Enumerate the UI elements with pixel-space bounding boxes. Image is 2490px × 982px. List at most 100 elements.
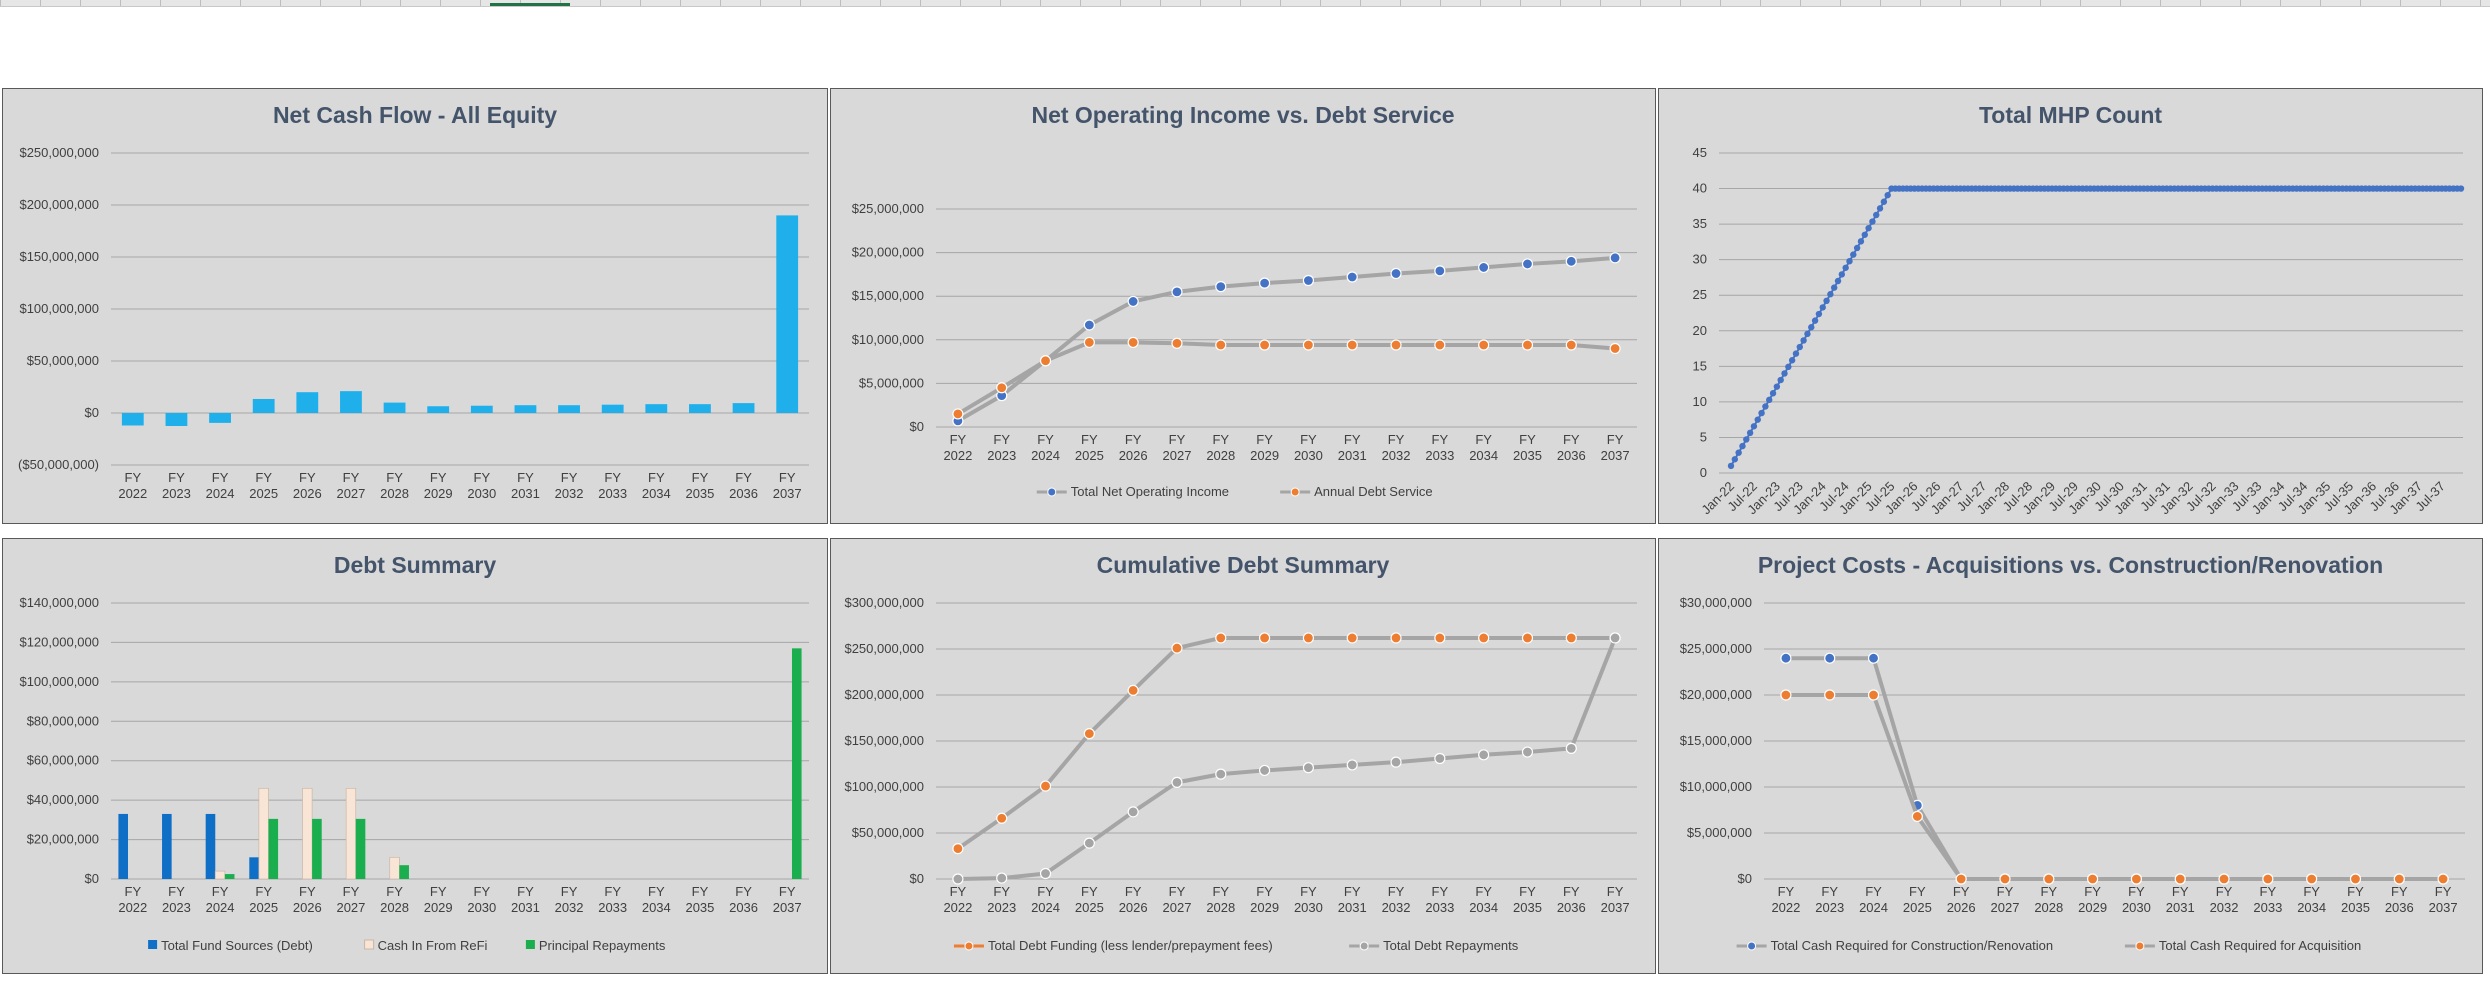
column-separator [1880, 0, 1881, 6]
x-tick-label-line: FY [299, 470, 316, 485]
x-tick-label: FY 2031 [2166, 884, 2195, 915]
x-tick-label: FY 2033 [1425, 884, 1454, 915]
x-tick-label: FY 2024 [1031, 884, 1060, 915]
bar-total-fund-sources-debt-fy-2022 [118, 813, 129, 879]
series-line-mhp-count [1730, 187, 2461, 467]
x-tick-label: FY 2031 [511, 470, 540, 501]
point-total-net-operating-income-fy-2036 [1565, 255, 1577, 267]
x-tick-label-line: 2034 [642, 486, 671, 501]
point-mhp-month-35 [1861, 231, 1868, 238]
column-separator [1080, 0, 1081, 6]
x-tick-label-line: FY [1300, 884, 1317, 899]
x-tick-label: FY 2028 [380, 884, 409, 915]
x-tick-label-line: FY [343, 470, 360, 485]
x-tick-label-line: 2032 [2210, 900, 2239, 915]
x-tick-label-line: FY [168, 470, 185, 485]
x-tick-label-line: 2030 [1294, 900, 1323, 915]
column-separator [2480, 0, 2481, 6]
legend-marker-total-cash-required-for-acquisition [2135, 941, 2145, 951]
x-tick-label-line: 2037 [1601, 900, 1630, 915]
x-tick-label-line: 2032 [1382, 900, 1411, 915]
y-tick-label: $5,000,000 [1687, 825, 1752, 840]
x-tick-label: FY 2035 [2341, 884, 2370, 915]
point-total-cash-required-for-acquisition-fy-2027 [1999, 873, 2011, 885]
series-line-total-debt-repayments [957, 637, 1617, 881]
x-tick-label-line: 2023 [987, 900, 1016, 915]
y-tick-label: $10,000,000 [852, 332, 924, 347]
x-tick-label-line: FY [1344, 884, 1361, 899]
point-mhp-month-16 [1788, 357, 1796, 364]
column-separator [80, 0, 81, 6]
y-tick-label: $250,000,000 [844, 641, 924, 656]
x-tick-label-line: 2026 [293, 486, 322, 501]
x-tick-label-line: 2031 [2166, 900, 2195, 915]
x-tick-label-line: FY [2391, 884, 2408, 899]
x-tick-label-line: FY [212, 470, 229, 485]
x-tick-label: FY 2024 [206, 470, 235, 501]
bar-total-fund-sources-debt-fy-2023 [162, 813, 172, 879]
x-tick-label: FY 2033 [598, 884, 627, 915]
point-annual-debt-service-fy-2033 [1434, 339, 1446, 351]
column-separator [720, 0, 721, 6]
point-mhp-month-28 [1834, 277, 1842, 285]
x-tick-label-line: 2033 [598, 900, 627, 915]
x-tick-label: FY 2023 [162, 884, 191, 915]
y-tick-label: $0 [910, 871, 924, 886]
point-mhp-month-38 [1873, 211, 1880, 219]
x-tick-label-line: 2023 [162, 486, 191, 501]
point-total-debt-repayments-fy-2030 [1302, 762, 1315, 774]
bar-cash-in-from-refi-fy-2027 [345, 787, 357, 880]
x-tick-label-line: 2023 [1815, 900, 1844, 915]
x-tick-label-line: 2036 [2385, 900, 2414, 915]
x-tick-label-line: FY [1475, 884, 1492, 899]
x-tick-label-line: FY [386, 884, 403, 899]
legend-label: Total Net Operating Income [1071, 484, 1229, 499]
x-tick-label-line: 2035 [685, 900, 714, 915]
point-annual-debt-service-fy-2028 [1215, 339, 1227, 351]
x-tick-label: FY 2025 [249, 884, 278, 915]
legend-swatch-cash-in-from-refi [364, 939, 375, 950]
x-tick-label: FY 2027 [1163, 884, 1192, 915]
point-total-debt-repayments-fy-2034 [1478, 749, 1490, 761]
column-separator [200, 0, 201, 6]
x-tick-label-line: 2032 [1382, 448, 1411, 463]
point-total-net-operating-income-fy-2029 [1258, 277, 1271, 289]
point-mhp-month-3 [1739, 442, 1746, 450]
chart-svg: Cumulative Debt Summary $300,000,000 $250,… [844, 552, 1637, 953]
x-tick-label: FY 2026 [293, 884, 322, 915]
x-tick-label-line: 2025 [249, 900, 278, 915]
x-tick-label-line: FY [950, 884, 967, 899]
x-tick-label-line: FY [648, 470, 665, 485]
column-separator [1960, 0, 1961, 6]
legend-label: Total Fund Sources (Debt) [161, 938, 313, 953]
point-total-debt-funding-less-lender-prepayment-fees-fy-2033 [1434, 632, 1446, 644]
point-total-net-operating-income-fy-2034 [1478, 261, 1490, 274]
x-tick-label-line: 2028 [380, 486, 409, 501]
chart-svg: Net Cash Flow - All Equity $250,000,000 $2… [18, 102, 809, 501]
y-tick-label: $120,000,000 [19, 634, 99, 649]
point-total-debt-repayments-fy-2023 [996, 872, 1008, 884]
column-separator [1640, 0, 1641, 6]
x-tick-label-line: FY [1563, 884, 1580, 899]
x-tick-label-line: FY [1997, 884, 2014, 899]
y-tick-label: $200,000,000 [844, 687, 924, 702]
x-tick-label: FY 2028 [1206, 884, 1235, 915]
x-tick-label-line: FY [692, 470, 709, 485]
x-tick-label-line: FY [993, 884, 1010, 899]
chart-title: Project Costs - Acquisitions vs. Constru… [1758, 552, 2383, 578]
column-separator [2360, 0, 2361, 6]
y-tick-label: 35 [1693, 216, 1707, 231]
x-tick-label-line: 2033 [1425, 448, 1454, 463]
x-tick-label-line: 2031 [511, 486, 540, 501]
column-separator [2440, 0, 2441, 6]
x-tick-label-line: FY [1821, 884, 1838, 899]
column-separator [1560, 0, 1561, 6]
x-tick-label-line: 2026 [1119, 448, 1148, 463]
x-tick-label: FY 2024 [206, 884, 235, 915]
bar-net-cash-flow-all-equity-fy-2025 [252, 398, 275, 413]
point-annual-debt-service-fy-2029 [1258, 339, 1271, 351]
chart-svg: Total MHP Count454035302520151050Jan-22J… [1693, 102, 2465, 517]
point-total-debt-repayments-fy-2029 [1258, 764, 1271, 777]
x-tick-label-line: 2025 [1075, 900, 1104, 915]
x-tick-label: FY 2023 [1815, 884, 1844, 915]
